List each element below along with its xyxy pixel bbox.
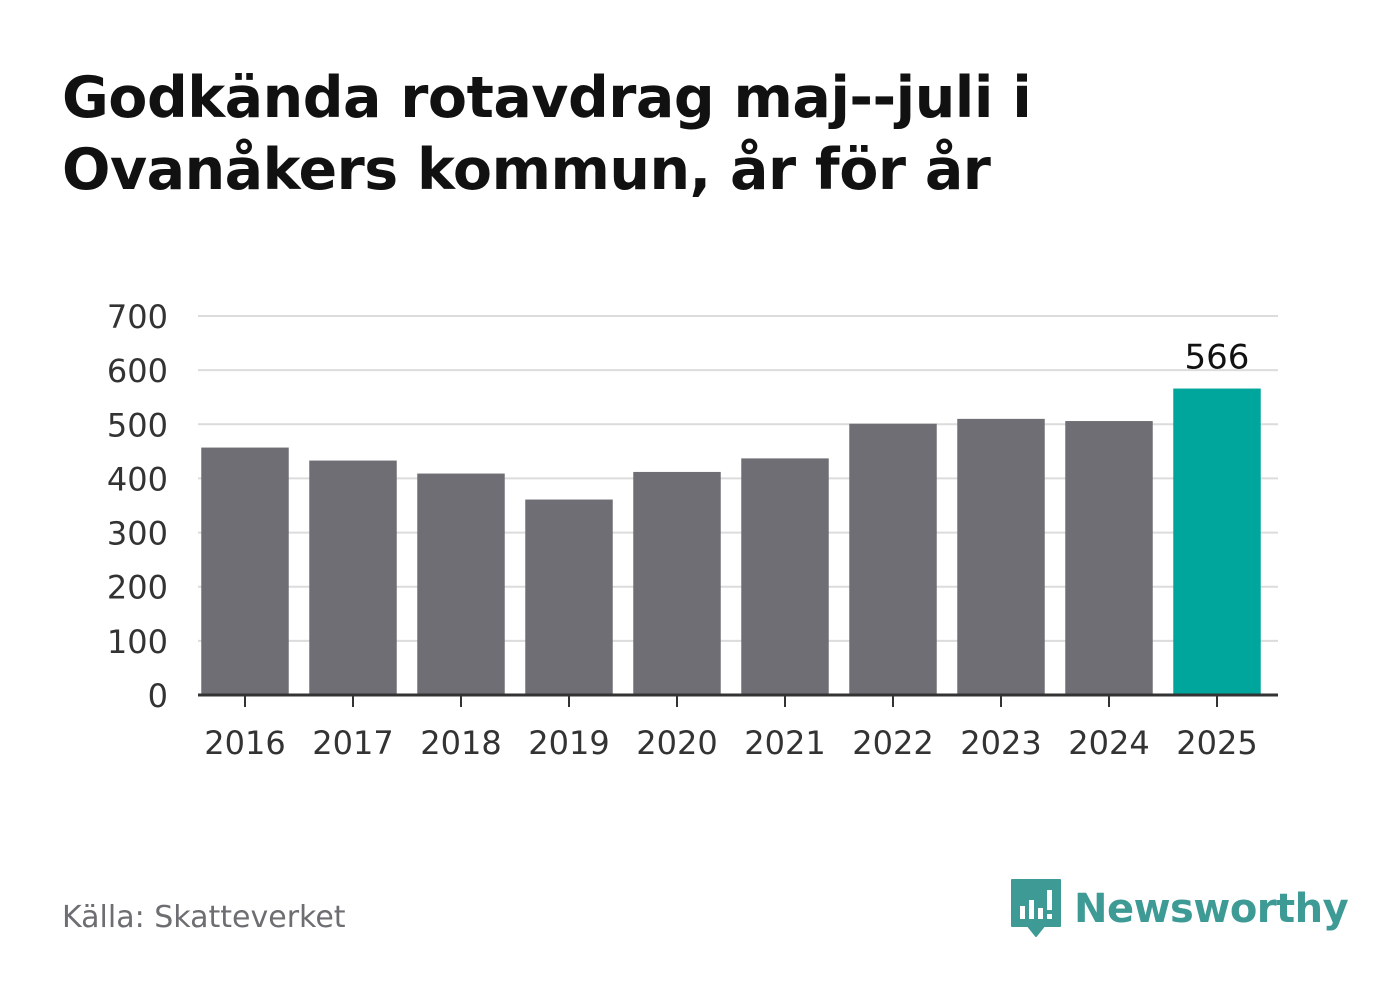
y-tick-label: 0 [148, 677, 168, 715]
x-tick-label-2016: 2016 [204, 724, 285, 762]
x-axis [198, 693, 1278, 707]
y-tick-label: 600 [107, 352, 168, 390]
bar-2016 [201, 447, 289, 695]
y-tick-label: 500 [107, 406, 168, 444]
x-tick-label-2018: 2018 [420, 724, 501, 762]
bar-2024 [1065, 421, 1153, 695]
bar-chart-speech-bubble-icon [1011, 879, 1061, 937]
y-axis-tick-labels: 0 100 200 300 400 500 600 700 [107, 298, 168, 715]
chart-title-line-1: Godkända rotavdrag maj--juli i [62, 65, 1032, 131]
bar-2021 [741, 458, 829, 695]
data-label-2025: 566 [1185, 338, 1250, 378]
data-labels: 566 [1185, 338, 1250, 378]
x-tick-label-2020: 2020 [636, 724, 717, 762]
y-tick-label: 700 [107, 298, 168, 336]
source-note: Källa: Skatteverket [62, 900, 346, 935]
x-tick-label-2022: 2022 [852, 724, 933, 762]
y-tick-label: 400 [107, 460, 168, 498]
bar-2023 [957, 418, 1045, 695]
x-tick-label-2023: 2023 [960, 724, 1041, 762]
bar-2020 [633, 471, 721, 695]
bars [201, 388, 1261, 695]
chart-title: Godkända rotavdrag maj--juli i Ovanåkers… [62, 62, 1162, 206]
y-tick-label: 100 [107, 623, 168, 661]
x-tick-label-2024: 2024 [1068, 724, 1149, 762]
bar-2022 [849, 423, 937, 695]
x-tick-label-2021: 2021 [744, 724, 825, 762]
x-tick-label-2017: 2017 [312, 724, 393, 762]
y-tick-label: 200 [107, 569, 168, 607]
brand-logo: Newsworthy [1010, 878, 1349, 940]
bar-2019 [525, 499, 613, 695]
x-axis-tick-labels: 2016 2017 2018 2019 2020 2021 2022 2023 2024 2025 [204, 724, 1257, 762]
y-tick-label: 300 [107, 515, 168, 553]
bar-2018 [417, 473, 505, 695]
brand-name: Newsworthy [1074, 886, 1349, 932]
bar-2025 [1173, 388, 1261, 695]
x-tick-label-2019: 2019 [528, 724, 609, 762]
chart-title-line-2: Ovanåkers kommun, år för år [62, 137, 991, 203]
x-tick-label-2025: 2025 [1176, 724, 1257, 762]
bar-2017 [309, 460, 397, 695]
